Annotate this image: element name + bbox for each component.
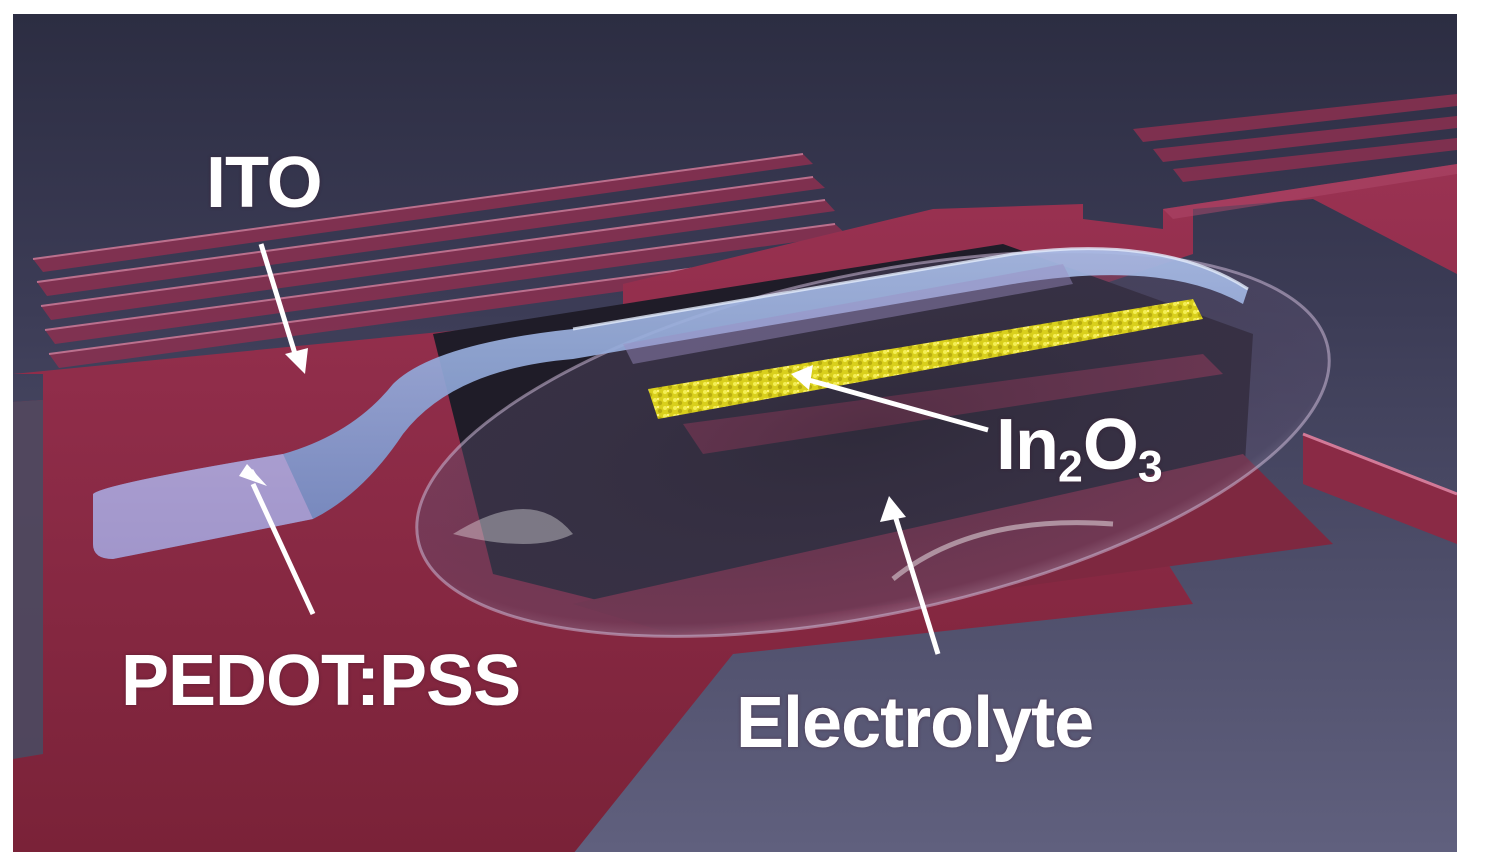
electrolyte-drop (415, 250, 1331, 638)
in2o3-strip (648, 299, 1203, 419)
arrow-electrolyte (880, 496, 941, 655)
label-ito: ITO (206, 143, 323, 223)
label-in2o3-main: In (996, 405, 1059, 485)
ito-strip-right (1303, 434, 1457, 544)
arrows (239, 243, 989, 655)
arrow-in2o3 (791, 365, 989, 433)
label-pedot-pss: PEDOT:PSS (121, 641, 521, 721)
label-in2o3-sub1: 2 (1057, 442, 1083, 492)
label-in2o3-sub2: 3 (1137, 442, 1163, 492)
arrow-pedot (239, 464, 316, 616)
ito-fingers-right (1133, 94, 1457, 182)
label-in2o3: In2O3 (996, 404, 1163, 492)
device-illustration: ITO PEDOT:PSS In2O3 Electrolyte (13, 14, 1457, 852)
label-in2o3-mid: O (1082, 405, 1139, 485)
arrow-ito (258, 243, 308, 374)
label-electrolyte: Electrolyte (736, 683, 1094, 763)
device-render (13, 14, 1457, 852)
ito-fingers-left (32, 153, 859, 368)
